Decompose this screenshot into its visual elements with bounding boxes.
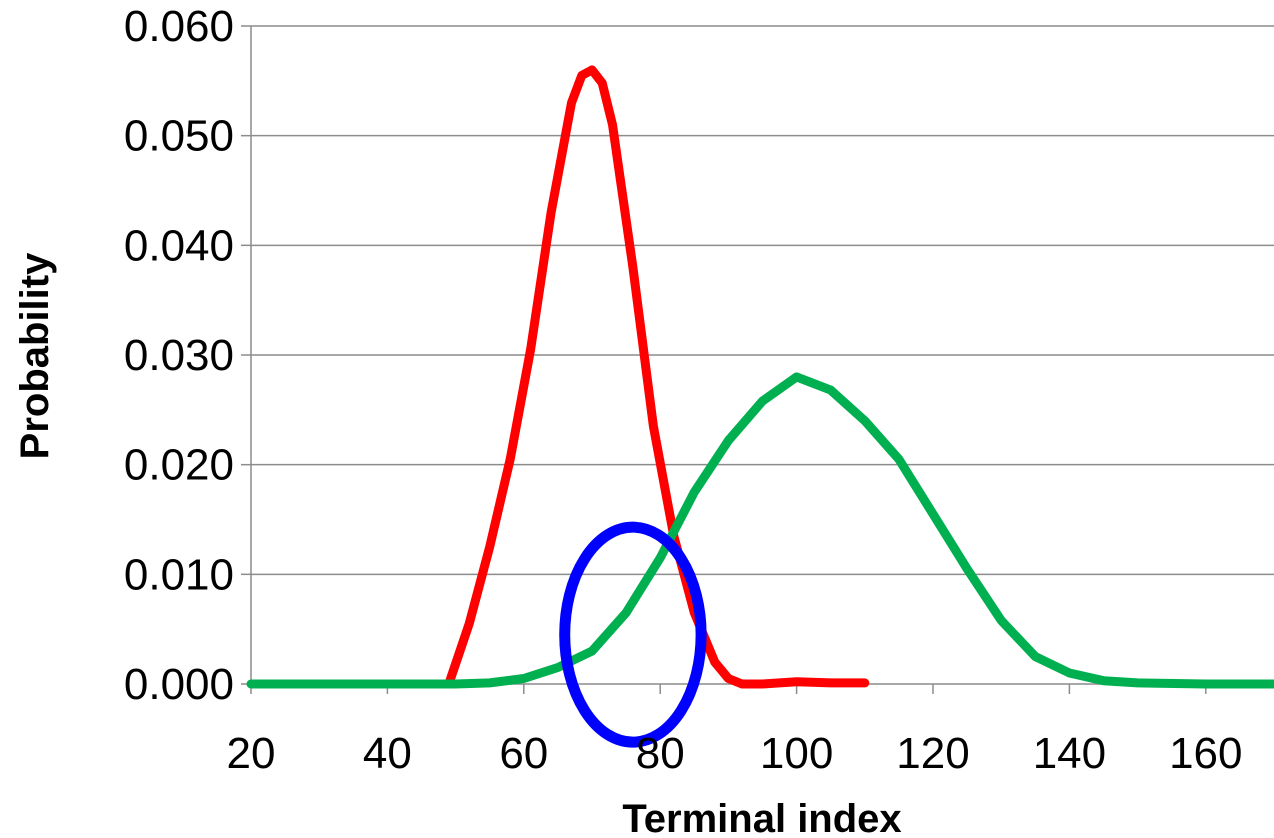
tick-labels: 0.000 0.010 0.020 0.030 0.040 0.050 0.060 20 40 6… — [124, 2, 1243, 778]
series-line-1 — [246, 372, 1274, 689]
y-tick-label-0: 0.000 — [124, 660, 234, 709]
annotation-ellipse-0 — [559, 521, 707, 748]
grid-lines — [251, 25, 1274, 576]
y-tick-label-4: 0.040 — [124, 221, 234, 270]
y-tick-label-1: 0.010 — [124, 550, 234, 599]
series-lines — [246, 65, 1274, 689]
x-tick-label-3: 80 — [636, 729, 685, 778]
x-tick-label-0: 20 — [227, 729, 276, 778]
x-axis-title: Terminal index — [622, 797, 901, 838]
axes — [241, 25, 1274, 694]
x-tick-label-7: 160 — [1169, 729, 1242, 778]
x-tick-label-1: 40 — [363, 729, 412, 778]
annotations — [559, 521, 707, 748]
x-tick-label-6: 140 — [1033, 729, 1106, 778]
y-tick-label-3: 0.030 — [124, 331, 234, 380]
x-tick-label-4: 100 — [760, 729, 833, 778]
y-tick-label-2: 0.020 — [124, 441, 234, 490]
series-line-0 — [444, 65, 870, 689]
y-tick-label-6: 0.060 — [124, 2, 234, 51]
y-tick-label-5: 0.050 — [124, 112, 234, 161]
y-axis-title: Probability — [13, 252, 57, 459]
x-tick-label-2: 60 — [499, 729, 548, 778]
x-tick-label-5: 120 — [896, 729, 969, 778]
